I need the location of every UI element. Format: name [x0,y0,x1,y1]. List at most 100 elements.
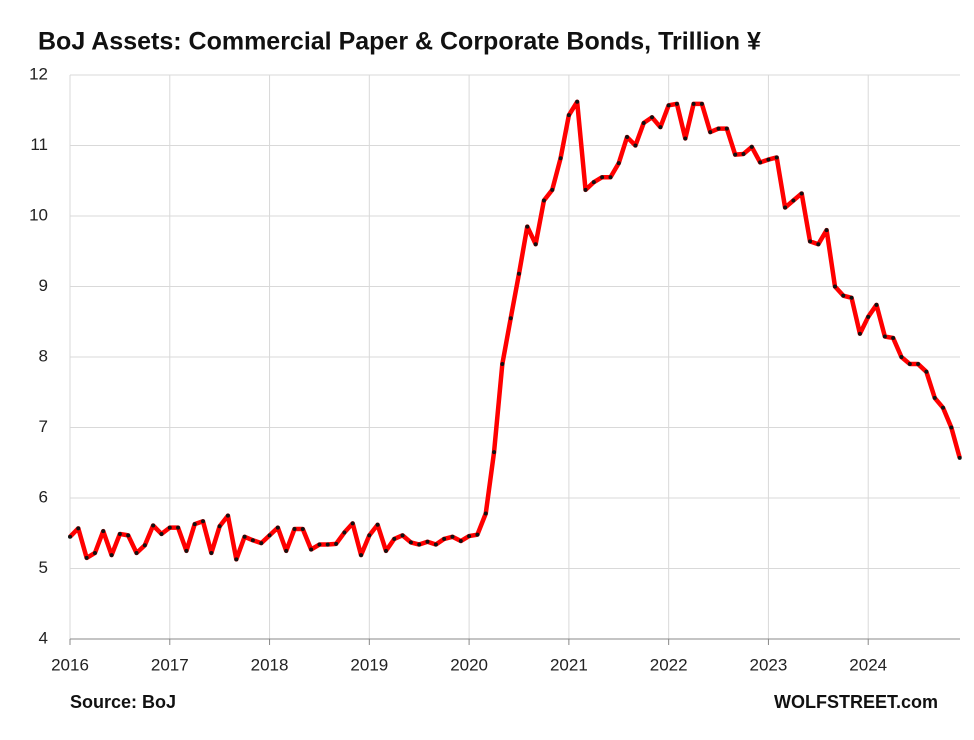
data-point [209,550,214,555]
data-point [342,530,347,535]
data-point [691,101,696,106]
data-point [134,550,139,555]
data-point [151,523,156,528]
x-tick-label: 2019 [350,655,388,674]
data-point [608,175,613,180]
data-point [558,156,563,161]
y-tick-label: 6 [39,487,48,506]
data-point [957,455,962,460]
data-point [783,205,788,210]
data-point [292,527,297,532]
y-tick-label: 4 [39,628,48,647]
data-point [234,557,239,562]
x-tick-label: 2024 [849,655,887,674]
data-point [192,522,197,527]
data-point [882,334,887,339]
data-point [84,555,89,560]
data-point [899,355,904,359]
data-point [724,126,729,131]
data-point [375,522,380,527]
data-point [774,155,779,160]
chart-title: BoJ Assets: Commercial Paper & Corporate… [38,28,761,56]
x-tick-label: 2018 [251,655,289,674]
x-tick-label: 2020 [450,655,488,674]
data-point [109,553,114,558]
data-point [68,534,72,539]
data-point [658,125,663,130]
data-point [300,527,305,532]
data-point [550,187,555,192]
data-point [849,295,854,300]
data-point [101,529,106,534]
data-point [450,534,455,539]
data-point [167,525,172,530]
data-point [949,425,954,430]
data-point [791,198,796,203]
x-tick-label: 2021 [550,655,588,674]
data-point [641,120,646,125]
data-point [708,130,713,135]
data-point [325,542,330,547]
data-point [250,538,255,543]
data-point [841,293,846,298]
x-tick-label: 2023 [750,655,788,674]
data-point [600,175,605,180]
data-point [475,532,480,537]
data-point [916,362,921,367]
x-tick-label: 2022 [650,655,688,674]
data-point [866,314,871,319]
data-point [683,136,688,141]
data-point [400,533,405,538]
data-point [749,144,754,149]
data-point [699,101,704,106]
data-point [142,543,147,548]
y-tick-label: 7 [39,417,48,436]
data-point [758,160,763,165]
data-point [633,143,638,148]
data-point [225,513,230,518]
data-point [267,533,272,538]
data-point [575,99,580,104]
y-tick-label: 5 [39,558,48,577]
data-point [541,198,546,203]
data-point [317,542,322,547]
data-point [408,540,413,545]
data-point [442,536,447,541]
data-point [625,135,630,140]
data-point [334,541,339,546]
data-point [525,224,530,229]
data-point [275,525,280,530]
data-point [309,547,314,552]
data-point [533,242,538,247]
data-point [566,113,571,118]
y-tick-label: 9 [39,276,48,295]
data-point [433,542,438,547]
data-point [500,362,505,367]
data-point [832,284,837,289]
data-point [417,542,422,547]
data-point [492,450,497,455]
watermark: WOLFSTREET.com [774,692,938,712]
data-point [932,395,937,400]
data-line [68,99,962,562]
data-point [159,531,164,536]
data-point [508,316,513,321]
data-point [467,534,472,539]
data-point [201,519,206,524]
data-point [259,541,264,546]
data-point [649,115,654,120]
data-point [516,271,521,276]
data-point [242,534,247,539]
data-point [217,524,222,529]
data-point [808,239,813,244]
data-point [616,161,621,166]
data-point [176,525,181,530]
data-point [117,531,122,536]
data-point [799,191,804,196]
y-tick-label: 10 [29,205,48,224]
y-tick-label: 12 [29,64,48,83]
data-point [92,550,97,555]
data-point [874,302,879,307]
data-point [76,526,81,531]
